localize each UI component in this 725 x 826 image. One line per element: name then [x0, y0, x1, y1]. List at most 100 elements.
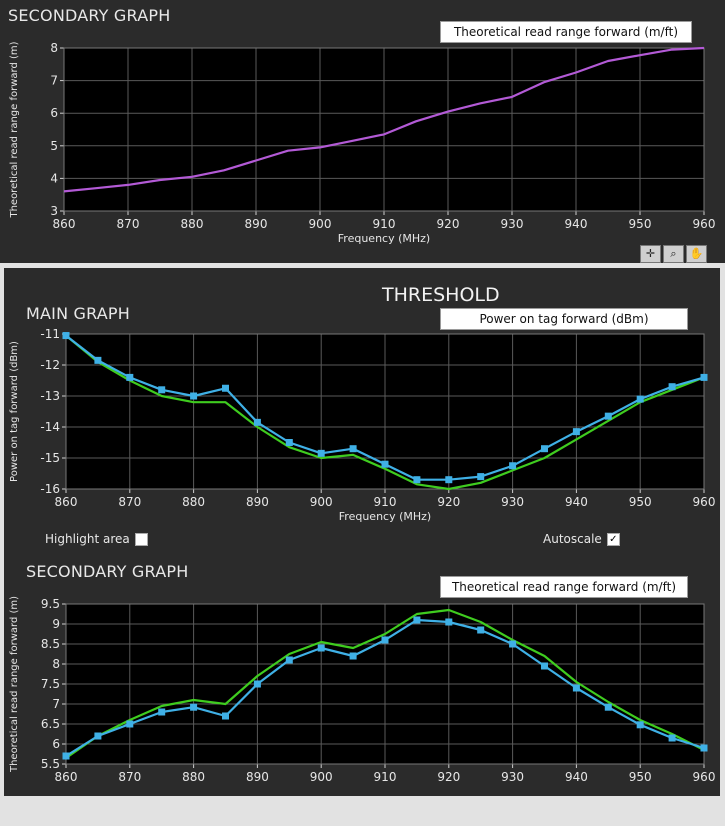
secondary-data-point: [700, 744, 708, 752]
main-y-tick-label: -12: [40, 358, 60, 372]
main-data-point: [349, 445, 357, 453]
main-data-point: [668, 383, 676, 391]
main-x-tick-label: 930: [501, 495, 524, 509]
main-data-point: [413, 476, 421, 484]
main-graph-title: MAIN GRAPH: [26, 304, 131, 323]
main-x-tick-label: 940: [565, 495, 588, 509]
main-data-point: [445, 476, 453, 484]
main-plot-border: [65, 333, 705, 490]
main-x-tick-label: 870: [118, 495, 141, 509]
secondary-y-axis-label: Theoretical read range forward (m): [9, 596, 20, 773]
secondary-x-tick-label: 940: [565, 770, 588, 784]
top-x-tick-label: 880: [181, 217, 204, 231]
secondary-x-tick-label: 930: [501, 770, 524, 784]
secondary-data-point: [126, 720, 134, 728]
secondary-y-tick-label: 6: [52, 737, 60, 751]
zoom-icon[interactable]: ⌕: [663, 245, 684, 263]
secondary-data-point: [541, 662, 548, 670]
main-data-point: [604, 412, 612, 420]
autoscale-checkbox[interactable]: ✓: [606, 532, 620, 546]
main-data-point: [94, 356, 102, 364]
secondary-data-point: [190, 703, 198, 711]
threshold-heading: THRESHOLD: [382, 284, 500, 306]
top-x-tick-label: 960: [693, 217, 716, 231]
top-y-tick-label: 6: [50, 106, 58, 120]
main-x-tick-label: 960: [693, 495, 716, 509]
main-series-line: [65, 334, 705, 491]
secondary-data-point: [604, 703, 612, 711]
main-data-point: [509, 462, 517, 470]
main-data-point: [317, 449, 325, 457]
main-x-tick-label: 860: [55, 495, 78, 509]
secondary-x-tick-label: 870: [118, 770, 141, 784]
secondary-data-point: [636, 721, 644, 729]
main-x-tick-label: 910: [374, 495, 397, 509]
secondary-x-tick-label: 900: [310, 770, 333, 784]
secondary-series-line: [65, 608, 705, 759]
secondary-data-point: [285, 656, 293, 664]
main-data-point: [253, 418, 261, 426]
autoscale-control[interactable]: Autoscale ✓: [543, 532, 620, 546]
top-y-tick-label: 4: [50, 171, 58, 185]
secondary-y-tick-label: 9: [52, 617, 60, 631]
main-y-tick-label: -16: [40, 482, 60, 496]
secondary-data-point: [381, 636, 389, 644]
secondary-data-point: [94, 732, 102, 740]
secondary-series-label: Theoretical read range forward (m/ft): [440, 576, 688, 598]
secondary-data-point: [668, 734, 676, 742]
main-data-point: [541, 445, 548, 453]
main-x-tick-label: 900: [310, 495, 333, 509]
secondary-chart: 860 870 880 890 900 910 920 930 940 950 960 5.5 6 6.5…: [9, 596, 715, 784]
secondary-x-tick-label: 910: [374, 770, 397, 784]
highlight-area-control[interactable]: Highlight area: [45, 532, 148, 546]
secondary-data-point: [413, 616, 421, 624]
main-data-point: [636, 395, 644, 403]
secondary-plot-border: [65, 603, 705, 765]
secondary-data-point: [253, 680, 261, 688]
main-x-tick-label: 920: [437, 495, 460, 509]
secondary-data-point: [158, 708, 166, 716]
top-x-tick-label: 870: [117, 217, 140, 231]
secondary-x-tick-label: 890: [246, 770, 269, 784]
secondary-y-tick-label: 8: [52, 657, 60, 671]
main-x-tick-label: 950: [629, 495, 652, 509]
top-x-tick-label: 940: [565, 217, 588, 231]
main-data-point: [158, 386, 166, 394]
secondary-graph-title: SECONDARY GRAPH: [26, 562, 189, 581]
crosshair-icon[interactable]: ✛: [640, 245, 661, 263]
secondary-data-point: [222, 712, 229, 720]
main-y-tick-label: -13: [40, 389, 60, 403]
secondary-y-tick-label: 8.5: [41, 637, 60, 651]
pan-hand-icon[interactable]: ✋: [686, 245, 707, 263]
top-y-tick-label: 7: [50, 74, 58, 88]
top-series-label: Theoretical read range forward (m/ft): [440, 21, 692, 43]
top-y-tick-label: 5: [50, 139, 58, 153]
top-graph-title: SECONDARY GRAPH: [8, 6, 171, 25]
secondary-y-tick-label: 6.5: [41, 717, 60, 731]
top-chart: 860 870 880 890 900 910 920 930 940 950 960 3 4 5 6 7 8 F…: [9, 41, 715, 245]
secondary-y-tick-label: 7: [52, 697, 60, 711]
main-data-point: [222, 384, 229, 392]
highlight-area-checkbox[interactable]: [134, 532, 148, 546]
main-data-point: [190, 392, 198, 400]
secondary-data-point: [445, 618, 453, 626]
secondary-data-point: [572, 684, 580, 692]
top-x-tick-label: 900: [309, 217, 332, 231]
main-data-point: [700, 373, 708, 381]
top-y-tick-label: 3: [50, 204, 58, 218]
top-x-tick-label: 860: [53, 217, 76, 231]
main-data-point: [477, 473, 485, 481]
secondary-x-tick-label: 950: [629, 770, 652, 784]
main-data-point: [572, 428, 580, 436]
top-plot-border: [63, 47, 705, 212]
top-x-axis-label: Frequency (MHz): [338, 232, 430, 245]
main-x-tick-label: 890: [246, 495, 269, 509]
main-series-label: Power on tag forward (dBm): [440, 308, 688, 330]
secondary-data-point: [509, 640, 517, 648]
top-x-tick-label: 890: [245, 217, 268, 231]
top-series-line: [63, 46, 705, 193]
secondary-data-point: [349, 652, 357, 660]
autoscale-label: Autoscale: [543, 532, 602, 546]
main-chart: 860 870 880 890 900 910 920 930 940 950 960 -16 -15 -…: [9, 327, 715, 523]
